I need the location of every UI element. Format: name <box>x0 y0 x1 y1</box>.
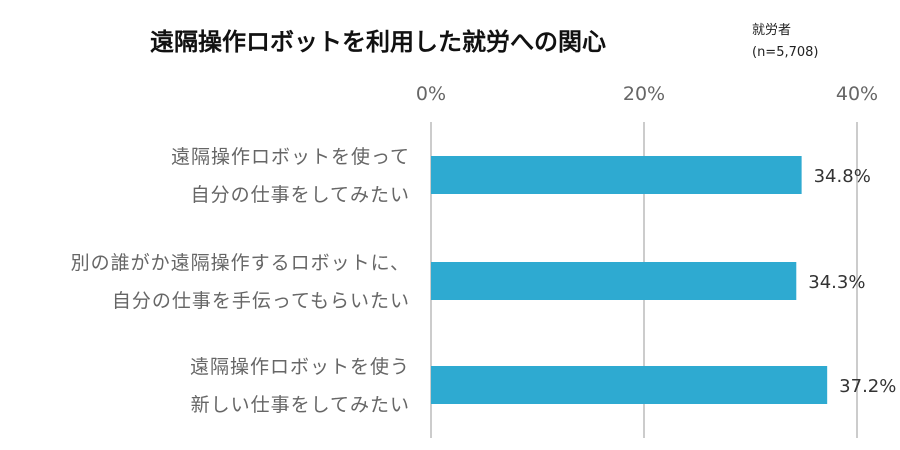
bar-value-label: 37.2% <box>839 376 896 397</box>
x-tick-label: 0% <box>416 83 446 105</box>
x-tick-label: 20% <box>623 83 665 105</box>
category-labels: 遠隔操作ロボットを使って自分の仕事をしてみたい別の誰がか遠隔操作するロボットに、… <box>71 146 410 416</box>
chart-title: 遠隔操作ロボットを利用した就労への関心 <box>150 28 606 56</box>
x-axis-ticks: 0% 20% 40% <box>416 83 878 105</box>
category-label: 新しい仕事をしてみたい <box>191 394 410 416</box>
category-label: 自分の仕事をしてみたい <box>191 184 410 206</box>
category-label: 遠隔操作ロボットを使う <box>190 356 410 378</box>
bar-value-label: 34.3% <box>808 272 865 293</box>
category-label: 遠隔操作ロボットを使って <box>171 146 410 168</box>
bar-value-label: 34.8% <box>814 166 871 187</box>
bar <box>431 262 797 300</box>
bars <box>431 156 828 404</box>
sample-note: 就労者 (n=5,708) <box>752 23 819 60</box>
bar <box>431 156 802 194</box>
bar <box>431 366 828 404</box>
category-label: 自分の仕事を手伝ってもらいたい <box>112 290 410 312</box>
sample-note-line: 就労者 <box>752 23 791 38</box>
sample-note-line: (n=5,708) <box>752 45 819 60</box>
value-labels: 34.8% 34.3% 37.2% <box>808 166 896 397</box>
category-label: 別の誰がか遠隔操作するロボットに、 <box>71 252 410 274</box>
x-tick-label: 40% <box>836 83 878 105</box>
